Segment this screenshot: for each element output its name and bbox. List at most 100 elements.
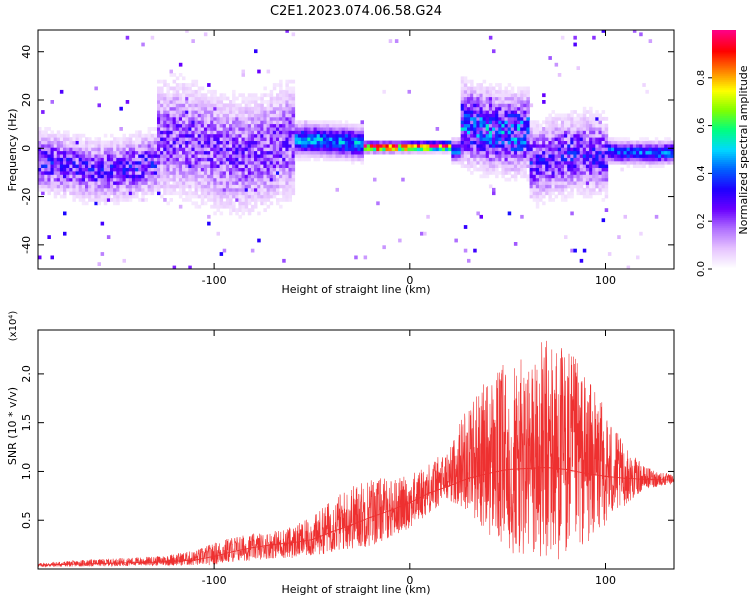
spectrogram-cell [579, 150, 584, 155]
spectrogram-cell [91, 198, 95, 202]
spectrogram-cell [110, 167, 114, 172]
spectrogram-cell [576, 113, 580, 118]
spectrogram-cell [573, 147, 577, 152]
spectrogram-cell [639, 231, 643, 236]
spectrogram-cell [38, 177, 42, 182]
spectrogram-cell [551, 116, 555, 121]
spectrogram-cell [473, 89, 477, 94]
spectrogram-cell [304, 140, 308, 145]
spectrogram-cell [269, 137, 274, 141]
spectrogram-cell [279, 106, 283, 111]
spectrogram-cell [316, 154, 321, 158]
spectrogram-cell [567, 120, 571, 125]
spectrogram-cell [172, 177, 177, 182]
spectrogram-cell [454, 143, 458, 148]
spectrogram-cell [582, 110, 587, 114]
spectrogram-cell [59, 164, 64, 168]
spectrogram-cell [579, 113, 584, 118]
spectrogram-cell [219, 96, 224, 101]
spectrogram-cell [166, 130, 170, 135]
spectrogram-cell [69, 167, 73, 172]
spectrogram-cell [585, 127, 590, 131]
spectrogram-cell [128, 198, 133, 202]
spectrogram-cell [241, 143, 245, 148]
spectrogram-cell [532, 137, 537, 141]
spectrogram-cell [178, 164, 183, 168]
spectrogram-cell [467, 130, 471, 135]
spectrogram-cell [335, 147, 339, 152]
snr-data-point [311, 538, 313, 541]
spectrogram-cell [607, 150, 612, 155]
spectrogram-cell [307, 123, 311, 128]
spectrogram-cell [476, 133, 480, 138]
spectrogram-cell [56, 157, 61, 162]
snr-x-tick-label: 100 [595, 574, 616, 587]
spectrogram-cell [470, 83, 474, 87]
colorbar-step [712, 35, 736, 39]
spectrogram-cell [250, 157, 255, 162]
spectrogram-cell [250, 160, 255, 165]
spectrogram-cell [501, 140, 505, 145]
spectrogram-cell [488, 120, 493, 125]
spectrogram-cell [106, 143, 111, 148]
spectrogram-cell [138, 133, 142, 138]
spectrogram-cell [510, 154, 515, 158]
spectrogram-cell [542, 137, 546, 141]
spectrogram-cell [116, 174, 120, 179]
spectrogram-cell [542, 194, 546, 199]
spectrogram-cell [88, 194, 92, 199]
spectrogram-cell [216, 187, 220, 192]
spectrogram-cell [473, 93, 477, 98]
spectrogram-cell [125, 157, 130, 162]
spectrogram-cell [175, 143, 180, 148]
spectrogram-cell [488, 143, 493, 148]
spectrogram-cell [639, 32, 643, 37]
spectrogram-cell [557, 174, 562, 179]
spectrogram-cell [200, 194, 205, 199]
spectrogram-cell [128, 187, 133, 192]
spectrogram-cell [632, 30, 637, 33]
spectrogram-cell [85, 140, 89, 145]
spectrogram-cell [626, 137, 631, 141]
spectrogram-cell [257, 174, 261, 179]
spectrogram-cell [473, 248, 477, 253]
spectrogram-cell [229, 201, 233, 206]
spectrogram-cell [63, 133, 67, 138]
spectrogram-cell [69, 147, 73, 152]
spectrogram-cell [272, 150, 277, 155]
spectrogram-cell [194, 89, 199, 94]
spectrogram-cell [645, 154, 649, 158]
spectrogram-cell [219, 147, 224, 152]
spectrogram-cell [344, 127, 349, 131]
spectrogram-cell [166, 123, 170, 128]
spectrogram-cell [75, 140, 80, 145]
spectrogram-cell [589, 147, 593, 152]
spectrogram-cell [135, 171, 139, 175]
spectrogram-cell [401, 143, 405, 148]
spectrogram-cell [178, 191, 183, 196]
spectrogram-cell [235, 103, 239, 108]
spectrogram-cell [229, 157, 233, 162]
spectrogram-cell [554, 194, 559, 199]
spectrogram-cell [44, 147, 48, 152]
spectrogram-cell [348, 147, 352, 152]
spectrogram-cell [557, 154, 562, 158]
spectrogram-cell [510, 113, 515, 118]
spectrogram-cell [545, 167, 549, 172]
spectrogram-cell [147, 157, 152, 162]
spectrogram-cell [473, 167, 477, 172]
spectrogram-cell [576, 137, 580, 141]
spectrogram-cell [103, 147, 108, 152]
spectrogram-cell [254, 49, 258, 54]
spectrogram-cell [507, 130, 512, 135]
spectrogram-cell [589, 164, 593, 168]
spectrogram-cell [157, 181, 161, 185]
spectrogram-cell [160, 96, 164, 101]
spectrogram-cell [125, 194, 130, 199]
spectrogram-cell [169, 160, 173, 165]
spectrogram-cell [282, 167, 286, 172]
colorbar-tick-label: 0.6 [696, 118, 707, 134]
spectrogram-cell [153, 154, 158, 158]
spectrogram-cell [548, 167, 552, 172]
spectrogram-cell [247, 120, 252, 125]
